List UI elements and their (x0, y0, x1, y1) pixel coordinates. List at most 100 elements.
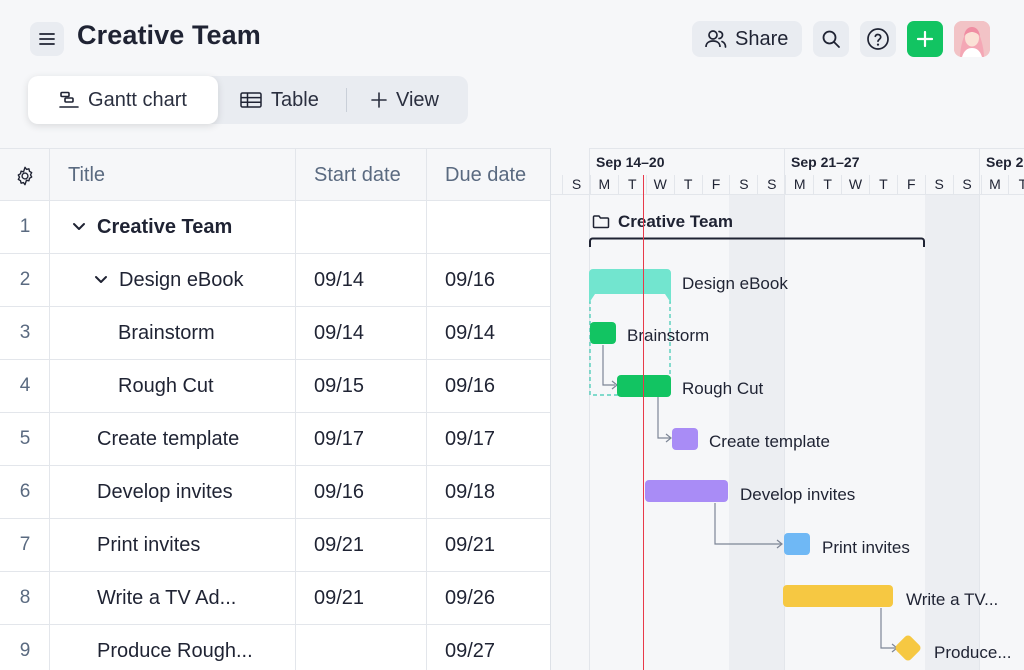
task-title[interactable]: Write a TV Ad... (97, 586, 237, 609)
start-date[interactable]: 09/14 (314, 321, 365, 344)
day-cell: F (896, 175, 925, 194)
due-date[interactable]: 09/16 (445, 268, 496, 291)
column-due-date[interactable]: Due date (445, 164, 527, 186)
due-date[interactable]: 09/16 (445, 374, 496, 397)
row-number: 8 (19, 587, 31, 608)
table-row[interactable]: 7 Print invites 09/21 09/21 (0, 519, 550, 572)
grid-header: Title Start date Due date (0, 148, 550, 201)
due-date[interactable]: 09/21 (445, 533, 496, 556)
task-bar-print-invites[interactable] (784, 533, 810, 555)
day-cell: M (589, 175, 618, 194)
day-cell: F (701, 175, 730, 194)
task-title[interactable]: Design eBook (119, 268, 244, 291)
table-row[interactable]: 1 Creative Team (0, 201, 550, 254)
table-row[interactable]: 6 Develop invites 09/16 09/18 (0, 466, 550, 519)
column-title[interactable]: Title (68, 164, 106, 186)
page-title: Creative Team (77, 20, 261, 50)
settings-gear-icon (17, 166, 33, 185)
day-cell: W (645, 175, 674, 194)
task-bar-rough-cut[interactable] (617, 375, 671, 397)
collapse-toggle[interactable] (94, 254, 108, 306)
add-button[interactable] (907, 21, 943, 57)
row-number: 6 (19, 481, 31, 502)
weekend-shade (925, 195, 980, 670)
task-bar-develop-invites[interactable] (645, 480, 728, 502)
start-date[interactable]: 09/16 (314, 480, 365, 503)
task-title[interactable]: Print invites (97, 533, 201, 556)
task-bar-brainstorm[interactable] (590, 322, 616, 344)
bar-label: Design eBook (682, 274, 788, 293)
row-number: 5 (19, 428, 31, 449)
tab-table-label: Table (271, 88, 319, 111)
day-cell: M (785, 175, 813, 194)
day-cell: T (813, 175, 841, 194)
table-row[interactable]: 9 Produce Rough... 09/27 (0, 625, 550, 670)
table-row[interactable]: 5 Create template 09/17 09/17 (0, 413, 550, 466)
menu-button[interactable] (30, 22, 64, 56)
start-date[interactable]: 09/14 (314, 268, 365, 291)
task-title[interactable]: Produce Rough... (97, 639, 253, 662)
day-cell: S (757, 175, 785, 194)
due-date[interactable]: 09/18 (445, 480, 496, 503)
add-view-label: View (396, 88, 439, 111)
gantt-icon (59, 91, 79, 108)
week-divider (589, 148, 590, 670)
start-date[interactable]: 09/21 (314, 533, 365, 556)
search-button[interactable] (813, 21, 849, 57)
row-number: 1 (19, 216, 31, 237)
bar-label: Write a TV... (906, 590, 999, 609)
group-bar-design-ebook[interactable] (589, 269, 672, 303)
task-title[interactable]: Develop invites (97, 480, 233, 503)
table-row[interactable]: 2 Design eBook 09/14 09/16 (0, 254, 550, 307)
plus-icon (917, 31, 933, 47)
task-bar-create-template[interactable] (672, 428, 698, 450)
collapse-toggle[interactable] (72, 201, 86, 253)
table-row[interactable]: 8 Write a TV Ad... 09/21 09/26 (0, 572, 550, 625)
start-date[interactable]: 09/21 (314, 586, 365, 609)
task-title[interactable]: Create template (97, 427, 240, 450)
start-date[interactable]: 09/15 (314, 374, 365, 397)
grid-settings-button[interactable] (0, 149, 50, 202)
start-date[interactable]: 09/17 (314, 427, 365, 450)
due-date[interactable]: 09/17 (445, 427, 496, 450)
folder-icon (592, 215, 610, 229)
avatar[interactable] (954, 21, 990, 57)
bar-label: Develop invites (740, 485, 856, 504)
view-switcher: Gantt chart Table View (28, 76, 468, 124)
due-date[interactable]: 09/26 (445, 586, 496, 609)
day-cell: M (980, 175, 1009, 194)
week-divider (784, 148, 785, 670)
tab-gantt-label: Gantt chart (88, 88, 187, 111)
project-bracket[interactable] (589, 236, 925, 248)
task-bar-write-tv-ad[interactable] (783, 585, 893, 607)
due-date[interactable]: 09/14 (445, 321, 496, 344)
row-number: 3 (19, 322, 31, 343)
day-cell: S (729, 175, 757, 194)
task-title[interactable]: Creative Team (97, 215, 233, 238)
column-divider (426, 148, 427, 670)
add-view-button[interactable]: View (371, 76, 439, 124)
bar-label: Brainstorm (627, 326, 710, 345)
help-button[interactable] (860, 21, 896, 57)
menu-icon (39, 33, 55, 45)
project-label: Creative Team (618, 212, 733, 231)
bar-label: Produce... (934, 643, 1012, 662)
today-line (643, 175, 644, 670)
task-title[interactable]: Brainstorm (118, 321, 215, 344)
task-title[interactable]: Rough Cut (118, 374, 214, 397)
divider (346, 88, 347, 112)
table-row[interactable]: 3 Brainstorm 09/14 09/14 (0, 307, 550, 360)
column-divider (49, 148, 50, 670)
day-cell: S (924, 175, 953, 194)
due-date[interactable]: 09/27 (445, 639, 496, 662)
share-button[interactable]: Share (692, 21, 802, 57)
tab-table[interactable]: Table (240, 76, 319, 124)
row-number: 2 (19, 269, 31, 290)
day-cell: T (1008, 175, 1024, 194)
table-row[interactable]: 4 Rough Cut 09/15 09/16 (0, 360, 550, 413)
column-start-date[interactable]: Start date (314, 164, 401, 186)
row-number: 4 (19, 375, 31, 396)
tab-gantt-chart[interactable]: Gantt chart (28, 76, 218, 124)
day-cell: T (617, 175, 646, 194)
